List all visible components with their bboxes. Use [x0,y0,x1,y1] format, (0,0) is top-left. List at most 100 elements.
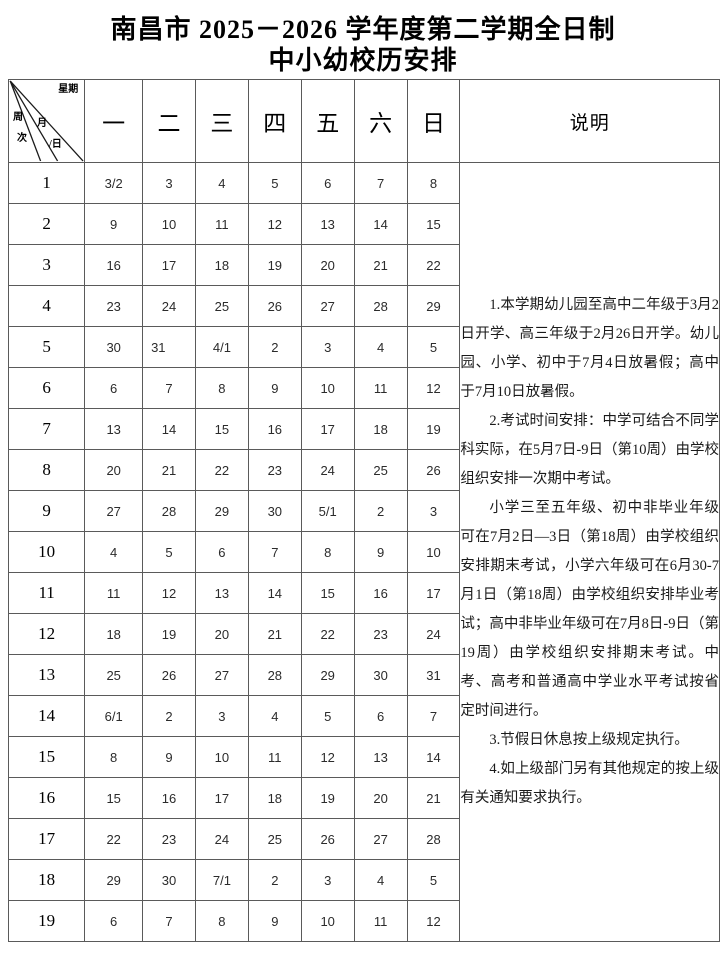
week-number-cell: 10 [7,531,86,573]
week-number-cell: 3 [7,244,86,286]
date-cell: 23 [84,285,144,327]
date-cell: 3 [406,490,461,532]
notes-paragraph: 1.本学期幼儿园至高中二年级于3月2日开学、高三年级于2月26日开学。幼儿园、小… [460,297,719,400]
weekday-header-fri: 五 [300,79,355,163]
table-row: 2 9 10 11 12 13 14 15 [7,203,720,245]
table-row: 15 8 9 10 11 12 13 14 [7,736,720,778]
notes-paragraph: 3.节假日休息按上级规定执行。 [489,732,689,748]
table-row: 17 22 23 24 25 26 27 28 [7,818,720,860]
date-cell: 22 [84,818,144,860]
date-cell: 7 [142,900,196,942]
date-cell: 18 [194,244,249,286]
date-cell: 2 [353,490,408,532]
date-cell: 19 [406,408,461,450]
weekday-header-sun: 日 [406,79,461,163]
date-cell: 25 [194,285,249,327]
table-row: 12 18 19 20 21 22 23 24 [7,613,720,655]
weekday-header-mon: 一 [84,79,144,163]
date-cell: 25 [353,449,408,491]
date-cell: 28 [247,654,302,696]
week-number-cell: 17 [7,818,86,860]
date-cell: 28 [406,818,461,860]
date-cell: 9 [353,531,408,573]
date-cell: 4 [353,859,408,901]
date-cell: 30 [247,490,302,532]
date-cell: 7 [247,531,302,573]
date-cell: 8 [194,900,249,942]
date-cell: 16 [353,572,408,614]
date-cell: 11 [247,736,302,778]
date-cell: 6 [353,695,408,737]
date-cell: 26 [300,818,355,860]
week-number-cell: 14 [7,695,86,737]
table-row: 4 23 24 25 26 27 28 29 [7,285,720,327]
date-cell: 22 [194,449,249,491]
date-cell: 9 [84,203,144,245]
date-cell: 7 [406,695,461,737]
date-cell: 28 [353,285,408,327]
calendar-container: 星期 周 次 月 /日 一 二 三 四 五 六 日 说明 1 3/2 3 4 5 6 7 8 1… [7,79,720,942]
date-cell: 27 [300,285,355,327]
date-cell: 15 [84,777,144,819]
date-cell: 8 [194,367,249,409]
date-cell: 3 [300,859,355,901]
date-cell: 26 [142,654,196,696]
date-cell: 16 [142,777,196,819]
week-number-cell: 7 [7,408,86,450]
date-cell: 25 [84,654,144,696]
weekday-header-wed: 三 [194,79,249,163]
date-cell: 20 [194,613,249,655]
date-cell: 3 [194,695,249,737]
corner-week-label-line2: 次 [17,133,27,144]
date-cell: 5 [300,695,355,737]
diagonal-divider-lines-icon [9,80,84,162]
week-number-cell: 13 [7,654,86,696]
week-number-cell: 8 [7,449,86,491]
date-cell: 15 [406,203,461,245]
date-cell: 2 [142,695,196,737]
date-cell: 21 [142,449,196,491]
date-cell: 30 [84,326,144,368]
date-cell: 11 [353,367,408,409]
date-cell: 26 [406,449,461,491]
notes-cell: 1.本学期幼儿园至高中二年级于3月2日开学、高三年级于2月26日开学。幼儿园、小… [459,162,720,942]
week-number-cell: 9 [7,490,86,532]
date-cell: 8 [406,162,461,204]
date-cell: 24 [300,449,355,491]
date-cell: 18 [247,777,302,819]
weekday-header-sat: 六 [353,79,408,163]
date-cell: 13 [194,572,249,614]
date-cell: 17 [194,777,249,819]
date-cell: 12 [406,900,461,942]
date-cell: 5 [406,326,461,368]
date-cell: 11 [353,900,408,942]
date-cell: 21 [406,777,461,819]
date-cell: 19 [300,777,355,819]
date-cell: 24 [406,613,461,655]
date-cell: 23 [353,613,408,655]
date-cell: 19 [142,613,196,655]
table-header-row: 星期 周 次 月 /日 一 二 三 四 五 六 日 说明 [7,79,720,163]
date-cell: 28 [142,490,196,532]
date-cell: 5/1 [300,490,355,532]
page-title: 南昌市 2025－2026 学年度第二学期全日制 中小幼校历安排 [0,0,726,76]
date-cell: 12 [300,736,355,778]
date-cell: 27 [194,654,249,696]
date-cell: 12 [142,572,196,614]
date-cell: 10 [194,736,249,778]
notes-paragraph: 4.如上级部门另有其他规定的按上级有关通知要求执行。 [460,761,719,806]
date-cell: 17 [300,408,355,450]
date-cell: 23 [142,818,196,860]
table-row: 13 25 26 27 28 29 30 31 [7,654,720,696]
week-number-cell: 4 [7,285,86,327]
date-cell: 27 [353,818,408,860]
date-cell: 4 [84,531,144,573]
date-cell: 7 [353,162,408,204]
corner-weekday-label: 星期 [58,84,79,95]
notes-text: 1.本学期幼儿园至高中二年级于3月2日开学、高三年级于2月26日开学。幼儿园、小… [460,291,719,813]
corner-header-cell: 星期 周 次 月 /日 [7,79,86,163]
date-cell: 17 [406,572,461,614]
table-row: 19 6 7 8 9 10 11 12 [7,900,720,942]
date-cell: 2 [247,326,302,368]
table-row: 10 4 5 6 7 8 9 10 [7,531,720,573]
